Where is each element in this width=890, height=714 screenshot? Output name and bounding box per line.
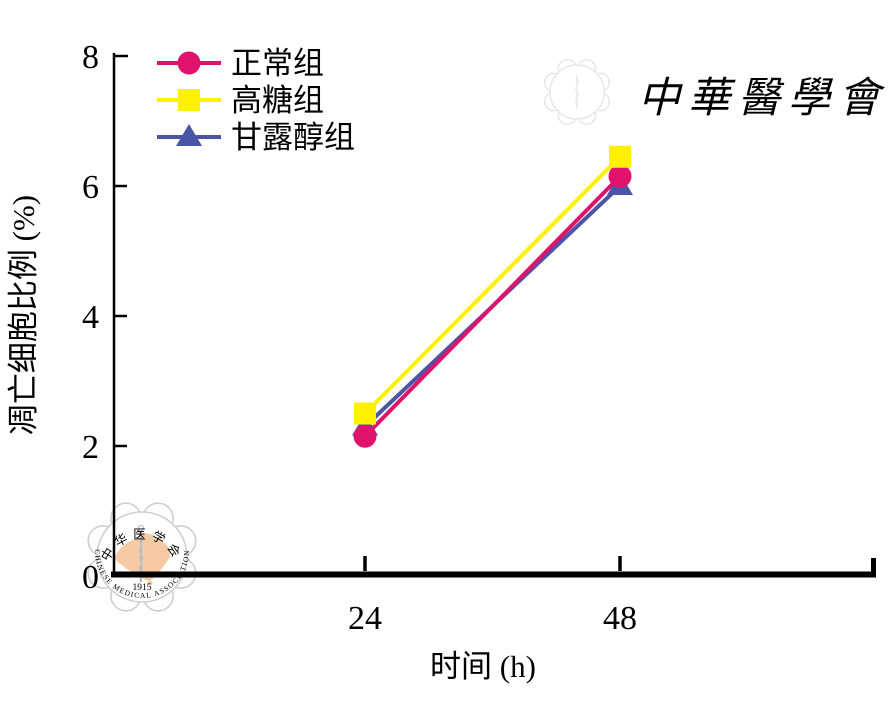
cma-script-watermark-text: 中華醫學會	[638, 76, 888, 122]
legend-label-mannitol: 甘露醇组	[231, 120, 355, 155]
ytick-label-2: 2	[82, 429, 99, 466]
seal-year-text: 1915	[133, 583, 152, 593]
xtick-label-24: 24	[348, 600, 382, 637]
legend-item-mannitol: 甘露醇组	[157, 120, 355, 155]
cma-mini-logo-icon	[543, 58, 611, 126]
legend-label-normal: 正常组	[231, 46, 324, 81]
series-layer	[352, 145, 633, 448]
ytick-label-0: 0	[82, 559, 99, 596]
legend-marker-circle-icon	[177, 51, 201, 75]
data-point-square-48h	[609, 145, 631, 168]
y-axis-title: 凋亡细胞比例 (%)	[6, 195, 41, 435]
ytick-label-4: 4	[82, 299, 99, 336]
ytick-label-8: 8	[82, 39, 99, 76]
series-line-square	[363, 155, 622, 415]
cma-watermark-topright: 中華醫學會	[543, 58, 888, 126]
data-point-circle-24h	[353, 424, 377, 448]
data-point-square-24h	[354, 402, 376, 425]
hainan-dot-icon	[147, 580, 153, 586]
x-axis-title: 时间 (h)	[430, 649, 536, 684]
xtick-label-48: 48	[603, 600, 637, 637]
legend: 正常组 高糖组 甘露醇组	[157, 46, 355, 155]
data-point-circle-48h	[608, 164, 632, 188]
legend-marker-triangle-icon	[176, 124, 202, 146]
legend-item-high-glucose: 高糖组	[157, 83, 324, 118]
axes	[111, 53, 876, 578]
legend-marker-square-icon	[178, 89, 200, 111]
ytick-label-6: 6	[82, 169, 99, 206]
legend-label-high-glucose: 高糖组	[231, 83, 324, 118]
cma-seal-watermark: 中华医学会 1915 CHINESE MEDICAL ASSOCIATION	[87, 502, 197, 612]
series-line-circle	[363, 174, 622, 438]
legend-item-normal: 正常组	[157, 46, 324, 81]
axis-text: 8 6 4 2 0 24 48 凋亡细胞比例 (%) 时间 (h)	[6, 39, 637, 684]
